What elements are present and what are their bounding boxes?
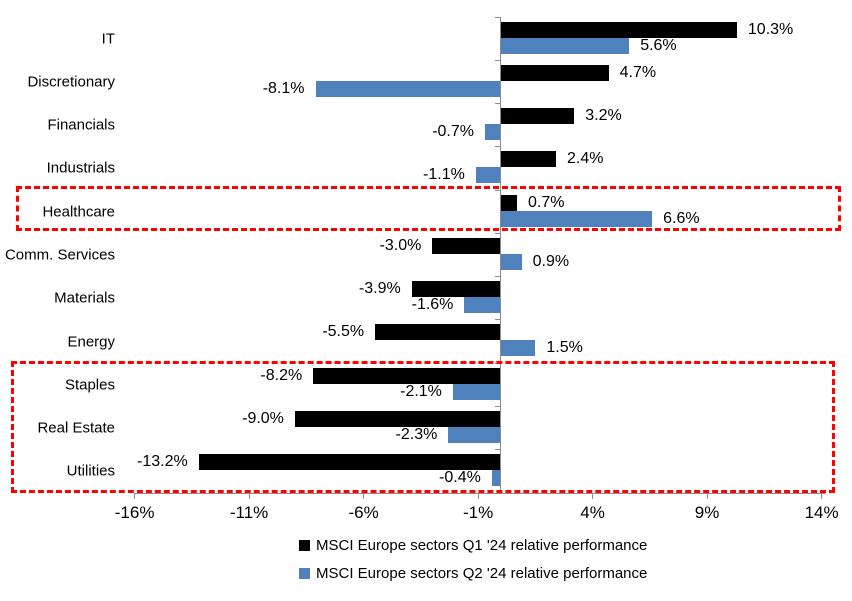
bar-q1-financials <box>501 108 575 124</box>
value-label: -5.5% <box>322 323 365 341</box>
category-label: Energy <box>67 333 115 351</box>
value-label: -2.1% <box>400 382 442 400</box>
bar-q1-it <box>501 21 737 38</box>
category-label: IT <box>101 30 115 48</box>
bar-q2-materials <box>464 297 501 314</box>
bar-q2-comm-services <box>501 253 522 270</box>
value-label: 5.6% <box>640 36 677 54</box>
x-axis-line <box>134 493 825 494</box>
value-label: -13.2% <box>137 453 188 471</box>
category-label: Discretionary <box>27 73 115 91</box>
value-label: 6.6% <box>663 209 700 227</box>
category-tick <box>495 189 501 191</box>
value-label: -1.1% <box>423 166 465 184</box>
bar-q2-financials <box>485 124 501 140</box>
value-label: -1.6% <box>411 296 454 314</box>
bar-q1-industrials <box>501 151 556 168</box>
highlight-box-healthcare <box>16 186 841 231</box>
x-tick-label: -1% <box>462 503 494 522</box>
legend-item-q1: MSCI Europe sectors Q1 '24 relative perf… <box>299 534 647 556</box>
x-tick <box>821 493 823 499</box>
bar-q1-utilities <box>198 454 501 471</box>
category-label: Financials <box>47 116 115 134</box>
value-label: 10.3% <box>747 20 794 38</box>
x-tick-label: -11% <box>229 503 269 522</box>
legend-label-q1: MSCI Europe sectors Q1 '24 relative perf… <box>316 536 648 554</box>
value-label: -3.9% <box>358 280 401 298</box>
category-tick <box>495 59 501 61</box>
category-tick <box>495 103 501 104</box>
x-tick-label: -6% <box>348 503 379 522</box>
bar-q1-comm-services <box>432 237 501 254</box>
category-label: Healthcare <box>42 203 115 221</box>
legend-item-q2: MSCI Europe sectors Q2 '24 relative perf… <box>299 562 647 584</box>
category-label: Comm. Services <box>4 246 115 264</box>
bar-q1-materials <box>411 281 501 298</box>
x-tick <box>592 493 594 499</box>
value-label: 2.4% <box>567 150 604 168</box>
highlight-box-defensive-sectors <box>11 361 835 493</box>
category-tick <box>495 16 501 18</box>
bar-q2-discretionary <box>315 80 501 97</box>
category-tick <box>495 276 501 278</box>
bar-q1-staples <box>313 367 501 384</box>
category-tick <box>495 319 501 321</box>
x-tick-label: -16% <box>114 503 155 522</box>
x-tick-label: 4% <box>580 503 605 522</box>
bar-q2-it <box>501 37 630 54</box>
x-tick <box>134 493 136 499</box>
value-label: 0.7% <box>528 193 565 211</box>
value-label: -0.4% <box>439 469 481 487</box>
value-label: -2.3% <box>395 426 438 443</box>
x-tick <box>363 493 365 499</box>
value-label: 4.7% <box>619 63 657 81</box>
category-tick <box>495 232 501 234</box>
category-tick <box>495 146 501 148</box>
category-label: Materials <box>54 289 115 307</box>
category-label: Industrials <box>46 159 115 177</box>
value-label: 0.9% <box>532 252 570 270</box>
bar-q2-healthcare <box>501 210 653 227</box>
x-tick <box>477 493 479 499</box>
bar-q2-energy <box>501 340 536 357</box>
value-label: 1.5% <box>546 339 583 357</box>
bar-q2-utilities <box>491 470 501 487</box>
bar-q2-staples <box>452 383 501 400</box>
bar-q1-healthcare <box>501 194 517 211</box>
bar-q1-real-estate <box>294 411 501 427</box>
zero-axis-line <box>500 17 501 493</box>
value-label: -3.0% <box>379 236 422 254</box>
value-label: 3.2% <box>585 107 622 124</box>
bar-q1-discretionary <box>501 64 609 81</box>
category-tick <box>495 449 501 451</box>
category-tick <box>495 406 501 407</box>
q1-series-swatch-icon <box>299 539 310 551</box>
x-tick-label: 9% <box>694 503 720 522</box>
x-tick <box>706 493 708 499</box>
bar-q1-energy <box>375 324 501 341</box>
q2-series-swatch-icon <box>299 567 310 579</box>
category-label: Utilities <box>66 462 115 480</box>
value-label: -0.7% <box>432 123 474 140</box>
value-label: -8.2% <box>260 366 303 384</box>
legend-label-q2: MSCI Europe sectors Q2 '24 relative perf… <box>316 564 648 582</box>
x-tick-label: 14% <box>804 503 839 522</box>
bar-q2-real-estate <box>448 427 501 443</box>
x-tick <box>248 493 250 499</box>
category-label: Real Estate <box>37 419 115 437</box>
chart-legend: MSCI Europe sectors Q1 '24 relative perf… <box>299 534 647 590</box>
bar-q2-industrials <box>475 167 501 184</box>
value-label: -9.0% <box>242 410 284 427</box>
value-label: -8.1% <box>262 79 305 97</box>
category-label: Staples <box>64 376 115 394</box>
